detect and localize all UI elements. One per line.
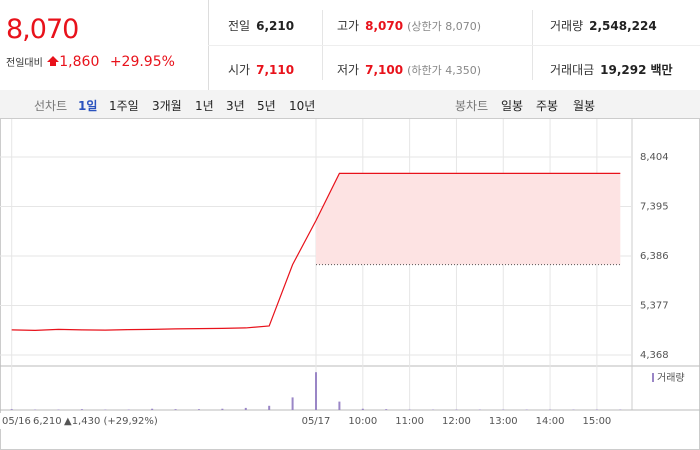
tab[interactable]: 주봉 — [536, 99, 559, 113]
stat: 저가 7,100 (하한가 4,350) — [337, 61, 481, 78]
tab[interactable]: 1일 — [78, 99, 98, 113]
x-tick-label: 05/17 — [302, 416, 331, 427]
legend-swatch — [652, 373, 654, 382]
volume-bar — [174, 409, 177, 410]
volume-bar — [10, 409, 13, 410]
tab[interactable]: 3년 — [226, 99, 245, 113]
divider — [208, 45, 700, 46]
tab[interactable]: 월봉 — [573, 99, 596, 113]
area-fill — [316, 173, 621, 265]
volume-bar — [80, 409, 83, 410]
stat-value: 2,548,224 — [589, 19, 657, 33]
x-tick-label: 12:00 — [442, 416, 471, 427]
volume-bar — [385, 409, 388, 410]
x-tick-label: 10:00 — [348, 416, 377, 427]
annotation-date: 05/16 — [2, 416, 31, 427]
current-price: 8,070 — [6, 14, 79, 45]
tab[interactable]: 5년 — [257, 99, 276, 113]
change-value: 1,860 — [59, 54, 100, 70]
stat-label: 고가 — [337, 19, 360, 33]
tab-group-label: 선차트 — [34, 99, 68, 113]
y-tick-label: 6,386 — [640, 251, 669, 262]
change-label: 전일대비 — [6, 58, 43, 69]
stat-value: 7,100 — [365, 63, 404, 77]
x-tick-label: 14:00 — [536, 416, 565, 427]
tab[interactable]: 일봉 — [501, 99, 524, 113]
price-line — [11, 172, 621, 331]
volume-bar — [291, 397, 294, 410]
stat-value: 6,210 — [256, 19, 295, 33]
volume-bar — [361, 408, 364, 410]
stat: 고가 8,070 (상한가 8,070) — [337, 17, 481, 34]
tab[interactable]: 1년 — [195, 99, 214, 113]
up-arrow — [47, 56, 60, 66]
stat: 거래대금 19,292 백만 — [550, 61, 673, 78]
x-tick-label: 13:00 — [489, 416, 518, 427]
stat-label: 전일 — [228, 19, 251, 33]
x-tick-label: 11:00 — [395, 416, 424, 427]
volume-bar — [315, 372, 317, 410]
plot-border — [0, 118, 700, 450]
stat: 전일 6,210 — [228, 17, 294, 34]
tab[interactable]: 1주일 — [109, 99, 139, 113]
y-tick-label: 7,395 — [640, 201, 669, 212]
quote-header: 8,070 전일대비 1,860 +29.95% 전일 6,210 고가 8,070… — [0, 0, 700, 91]
volume-bar — [268, 405, 271, 410]
stat-value: 8,070 — [365, 19, 404, 33]
stat-label: 거래대금 — [550, 63, 595, 77]
tab-bar: 선차트 1일 1주일 3개월 1년 3년 5년 10년 봉차트 일봉 주봉 월봉 — [0, 90, 700, 119]
tab[interactable]: 10년 — [289, 99, 316, 113]
stat-label: 저가 — [337, 63, 360, 77]
stat-value: 7,110 — [256, 63, 295, 77]
stat-unit: 백만 — [650, 63, 673, 77]
tab[interactable]: 3개월 — [152, 99, 182, 113]
legend-label: 거래량 — [657, 372, 685, 384]
x-tick-label: 15:00 — [582, 416, 611, 427]
stat-note: (하한가 4,350) — [407, 64, 481, 77]
annotation-price: 6,210 — [33, 416, 62, 427]
y-tick-label: 5,377 — [640, 300, 669, 311]
volume-bar — [197, 409, 200, 410]
y-tick-label: 8,404 — [640, 152, 669, 163]
volume-bar — [338, 401, 341, 410]
tab-group-label: 봉차트 — [455, 99, 489, 113]
stat: 거래량 2,548,224 — [550, 17, 657, 34]
y-tick-label: 4,368 — [640, 350, 669, 361]
annotation-change: ▲1,430 (+29,92%) — [64, 416, 158, 427]
change: 전일대비 1,860 +29.95% — [6, 54, 175, 70]
volume-bar — [151, 408, 154, 410]
stat-label: 거래량 — [550, 19, 584, 33]
stat-note: (상한가 8,070) — [407, 20, 481, 33]
change-pct: +29.95% — [109, 54, 175, 70]
annotation-bg — [0, 413, 160, 429]
volume-bar — [221, 408, 224, 410]
stat-label: 시가 — [228, 63, 251, 77]
stat-value: 19,292 — [600, 63, 647, 77]
stat: 시가 7,110 — [228, 61, 294, 78]
volume-bar — [244, 407, 247, 410]
price-box: 8,070 전일대비 1,860 +29.95% — [0, 0, 209, 90]
